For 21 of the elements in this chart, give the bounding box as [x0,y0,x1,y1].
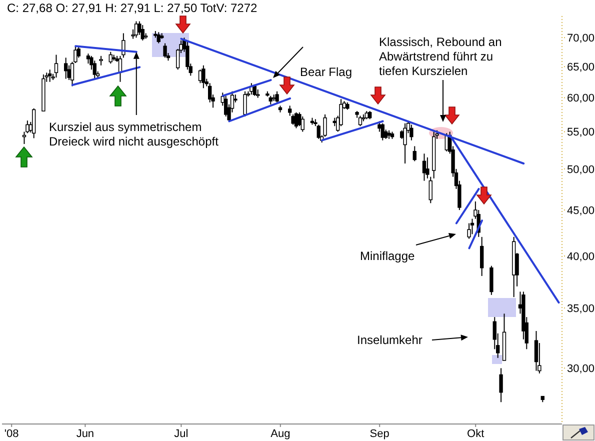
y-tick-label: 55,00 [567,126,595,139]
x-tick-label: Jun [76,428,94,440]
y-tick-label: 70,00 [567,32,595,45]
y-tick-label: 50,00 [567,164,595,176]
x-tick-label: Jul [174,428,188,440]
x-tick-label: Sep [370,428,390,440]
x-tick-label: Okt [467,428,484,440]
annotation: Klassisch, Rebound an Abwärtstrend führt zu tiefen Kurszielen [379,35,502,78]
y-tick-label: 40,00 [567,250,595,263]
x-tick-label: Aug [270,428,290,440]
y-tick-label: 35,00 [567,302,595,315]
y-tick-label: 45,00 [567,204,595,217]
chart-title: C: 27,68 O: 27,91 H: 27,91 L: 27,50 TotV: 7272 [7,1,258,15]
x-tick-label: '08 [4,428,19,440]
annotation: Bear Flag [300,65,352,79]
y-tick-label: 65,00 [567,61,595,74]
annotation: Miniflagge [360,249,416,263]
y-tick-label: 60,00 [567,92,595,105]
annotation: Inselumkehr [357,333,422,347]
annotation: Kursziel aus symmetrischem Dreieck wird nicht ausgeschöpft [49,120,220,148]
y-tick-label: 30,00 [567,363,595,376]
